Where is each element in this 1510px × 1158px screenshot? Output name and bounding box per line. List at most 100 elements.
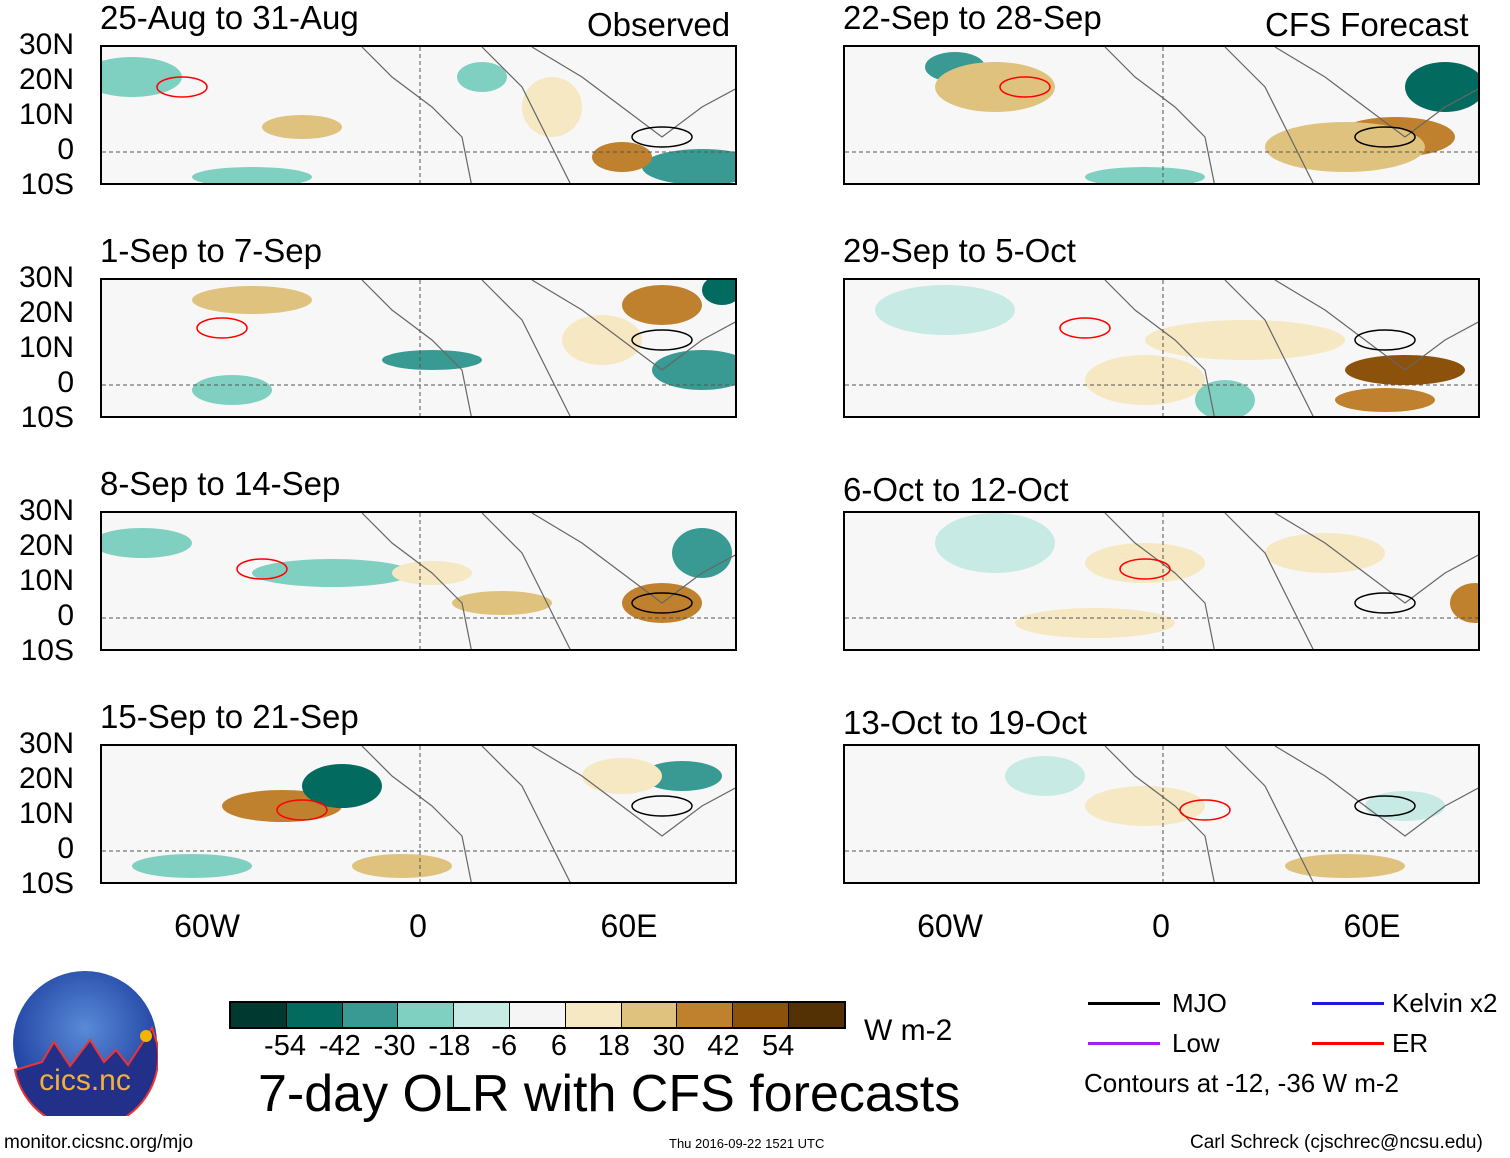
footer-url[interactable]: monitor.cicsnc.org/mjo [4, 1132, 194, 1153]
cicsnc-logo: cics.nc [13, 971, 158, 1116]
olr-anomaly-shading [935, 62, 1055, 112]
colorbar-swatch [733, 1003, 789, 1027]
lon-label: 60E [600, 908, 658, 944]
lat-label: 0 [57, 832, 74, 865]
lon-label: 0 [409, 908, 427, 944]
observed-map-panel [100, 744, 737, 884]
olr-anomaly-shading [302, 764, 382, 808]
forecast-map-panel [843, 744, 1480, 884]
olr-anomaly-shading [702, 280, 735, 305]
olr-anomaly-shading [192, 286, 312, 314]
olr-anomaly-shading [132, 854, 252, 878]
colorbar-tick-label: -18 [428, 1030, 471, 1062]
olr-anomaly-shading [1085, 786, 1205, 826]
olr-anomaly-shading [1085, 543, 1205, 583]
olr-anomaly-shading [1265, 122, 1425, 172]
colorbar-units: W m-2 [864, 1014, 953, 1047]
forecast-label: CFS Forecast [1265, 6, 1469, 43]
olr-anomaly-shading [352, 854, 452, 878]
mjo-contour [1354, 795, 1416, 817]
panel-title: 1-Sep to 7-Sep [100, 232, 322, 269]
lon-label: 0 [1152, 908, 1170, 944]
colorbar [229, 1001, 846, 1029]
colorbar-tick-label: -6 [491, 1030, 518, 1062]
observed-map-panel [100, 45, 737, 185]
olr-anomaly-shading [102, 528, 192, 558]
lat-label: 10N [18, 797, 74, 830]
lat-label: 30N [18, 28, 74, 61]
legend-mjo: MJO [1172, 988, 1227, 1018]
forecast-map-panel [843, 278, 1480, 418]
mjo-contour [1354, 126, 1416, 148]
colorbar-tick-label: 42 [707, 1030, 740, 1062]
colorbar-swatch [788, 1003, 844, 1027]
legend-kelvin-line [1312, 1002, 1384, 1005]
olr-anomaly-shading [1450, 583, 1478, 623]
legend-low: Low [1172, 1028, 1220, 1058]
olr-anomaly-shading [592, 142, 652, 172]
coastline [361, 47, 735, 183]
footer-credit: Carl Schreck (cjschrec@ncsu.edu) [1190, 1132, 1483, 1153]
er-contour [236, 558, 288, 580]
coastline [361, 513, 735, 649]
colorbar-swatch [342, 1003, 399, 1027]
observed-label: Observed [587, 6, 731, 43]
colorbar-tick-label: 18 [597, 1030, 630, 1062]
panel-title: 13-Oct to 19-Oct [843, 704, 1087, 741]
lat-label: 20N [18, 762, 74, 795]
mjo-contour [1354, 329, 1416, 351]
olr-anomaly-shading [1085, 355, 1205, 405]
olr-anomaly-shading [672, 528, 732, 578]
panel-title: 22-Sep to 28-Sep [843, 0, 1102, 36]
coastline [361, 746, 735, 882]
lat-label: 10S [20, 867, 74, 900]
olr-anomaly-shading [1335, 388, 1435, 412]
olr-anomaly-shading [622, 285, 702, 325]
colorbar-swatch [621, 1003, 678, 1027]
olr-anomaly-shading [935, 513, 1055, 573]
olr-anomaly-shading [1195, 380, 1255, 416]
observed-map-panel [100, 511, 737, 651]
legend-er-line [1312, 1042, 1384, 1045]
contour-note: Contours at -12, -36 W m-2 [1084, 1068, 1399, 1098]
olr-anomaly-shading [642, 149, 735, 183]
colorbar-swatch [398, 1003, 455, 1027]
olr-anomaly-shading [262, 115, 342, 139]
legend-kelvin: Kelvin x2 [1392, 988, 1498, 1018]
footer-timestamp: Thu 2016-09-22 1521 UTC [669, 1136, 825, 1151]
olr-anomaly-shading [1015, 608, 1175, 638]
lat-label: 10S [20, 634, 74, 667]
er-contour [276, 799, 328, 821]
legend-mjo-line [1088, 1002, 1160, 1005]
olr-anomaly-shading [1145, 320, 1345, 360]
mjo-contour [631, 329, 693, 351]
olr-anomaly-shading [1005, 756, 1085, 796]
mjo-contour [631, 126, 693, 148]
lat-label: 0 [57, 366, 74, 399]
er-contour [1179, 799, 1231, 821]
olr-anomaly-shading [522, 77, 582, 137]
mjo-contour [631, 592, 693, 614]
lon-label: 60W [174, 908, 240, 944]
lat-label: 10N [18, 331, 74, 364]
lat-label: 0 [57, 599, 74, 632]
colorbar-tick-label: -30 [373, 1030, 416, 1062]
lat-label: 10S [20, 401, 74, 434]
panel-title: 6-Oct to 12-Oct [843, 471, 1069, 508]
olr-anomaly-shading [652, 350, 735, 390]
lat-label: 30N [18, 727, 74, 760]
lat-label: 30N [18, 494, 74, 527]
lat-label: 20N [18, 63, 74, 96]
legend-low-line [1088, 1042, 1160, 1045]
forecast-map-panel [843, 45, 1480, 185]
legend-er: ER [1392, 1028, 1429, 1058]
lon-label: 60E [1343, 908, 1401, 944]
panel-title: 29-Sep to 5-Oct [843, 232, 1076, 269]
olr-anomaly-shading [457, 62, 507, 92]
olr-anomaly-shading [1405, 62, 1478, 112]
lat-label: 20N [18, 529, 74, 562]
olr-anomaly-shading [1285, 854, 1405, 878]
colorbar-tick-label: 30 [652, 1030, 685, 1062]
colorbar-swatch [231, 1003, 287, 1027]
svg-text:cics.nc: cics.nc [39, 1064, 131, 1097]
